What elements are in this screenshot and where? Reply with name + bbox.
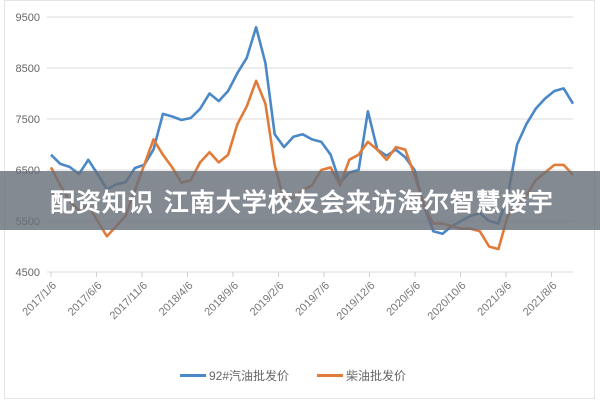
banner-title: 配资知识 江南大学校友会来访海尔智慧楼宇 — [50, 187, 554, 217]
legend-swatch-diesel — [317, 374, 344, 377]
x-tick-label: 2017/6/6 — [66, 280, 105, 319]
x-tick-label: 2021/3/6 — [475, 280, 514, 319]
x-tick-label: 2017/1/6 — [20, 280, 59, 319]
x-tick-label: 2018/9/6 — [202, 280, 241, 319]
x-tick-label: 2021/8/6 — [521, 280, 560, 319]
x-tick-label: 2017/11/6 — [108, 280, 151, 323]
chart-legend: 92#汽油批发价 柴油批发价 — [180, 367, 406, 384]
y-axis: 950085007500650055004500 — [16, 12, 40, 279]
legend-label-gasoline: 92#汽油批发价 — [209, 369, 290, 383]
legend-item-gasoline[interactable]: 92#汽油批发价 — [180, 367, 289, 384]
gridlines — [47, 16, 573, 273]
x-tick-label: 2019/7/6 — [293, 280, 332, 319]
x-tick-label: 2020/5/6 — [384, 280, 423, 319]
x-tick-label: 2020/10/6 — [426, 280, 469, 323]
x-axis: 2017/1/6 2017/6/6 2017/11/6 2018/4/6 2018/9/… — [20, 272, 560, 323]
legend-swatch-gasoline — [180, 374, 206, 377]
legend-label-diesel: 柴油批发价 — [346, 369, 407, 383]
overlay-banner: 配资知识 江南大学校友会来访海尔智慧楼宇 — [0, 171, 600, 230]
x-tick-label: 2019/12/6 — [335, 280, 378, 323]
y-tick-label: 4500 — [16, 267, 40, 279]
x-tick-label: 2018/4/6 — [157, 280, 196, 319]
y-tick-label: 7500 — [16, 114, 40, 126]
y-tick-label: 9500 — [16, 12, 40, 24]
legend-item-diesel[interactable]: 柴油批发价 — [317, 367, 406, 384]
y-tick-label: 8500 — [16, 63, 40, 75]
x-tick-label: 2019/2/6 — [248, 280, 287, 319]
